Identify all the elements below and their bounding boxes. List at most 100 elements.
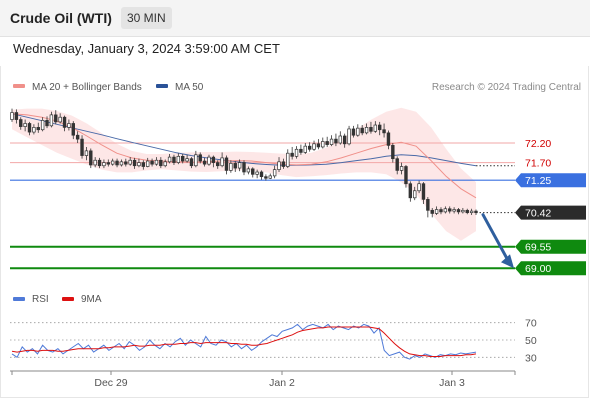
rsi-legend-label: RSI (32, 294, 49, 305)
last-level-label: 70.42 (525, 208, 551, 220)
candle-body (391, 145, 395, 160)
candle-body (264, 176, 268, 179)
candle-body (119, 161, 124, 166)
candle-body (150, 160, 154, 165)
candle-body (246, 168, 251, 173)
candle-body (404, 166, 408, 185)
candle-body (224, 157, 229, 171)
candle-body (255, 171, 259, 175)
candle-body (102, 162, 106, 167)
candle-body (456, 209, 461, 213)
candle-body (281, 161, 286, 167)
x-tick-label: Dec 29 (94, 377, 127, 389)
candle-body (329, 138, 334, 145)
candle-body (198, 154, 202, 162)
candle-body (469, 210, 474, 214)
candle-body (110, 160, 115, 165)
rsi-tick-label: 30 (525, 352, 537, 364)
candle-body (286, 152, 290, 167)
candle-body (62, 116, 67, 128)
rsi-legend-swatch (13, 297, 25, 301)
ma9-legend-swatch (62, 297, 74, 301)
x-tick-label: Jan 3 (439, 377, 465, 389)
candle-body (347, 128, 351, 145)
candle-body (202, 160, 207, 165)
price-level-labels: 72.20 71.70 71.25 70.42 69.55 69.00 (515, 138, 586, 276)
bollinger-band-area (12, 107, 476, 241)
datetime-label: Wednesday, January 3, 2024 3:59:00 AM CE… (13, 41, 280, 56)
candle-body (189, 158, 194, 167)
candle-body (93, 159, 97, 166)
instrument-title: Crude Oil (WTI) (10, 10, 112, 26)
candle-body (321, 141, 325, 148)
candle-body (141, 162, 146, 167)
rsi-9ma-line (11, 326, 477, 357)
candle-body (36, 127, 40, 131)
forecast-arrow-head (501, 254, 514, 269)
candle-body (334, 138, 338, 144)
candle-body (124, 161, 128, 165)
candle-body (242, 162, 246, 173)
candle-body (54, 114, 58, 123)
candle-body (461, 209, 465, 213)
last-level-label-tag (515, 205, 586, 220)
pivot-level-label: 71.25 (525, 175, 551, 187)
rsi-tick-label: 70 (525, 318, 537, 330)
candle-body (216, 162, 220, 167)
candle-body (268, 175, 272, 179)
candle-body (181, 155, 185, 162)
candle-body (373, 124, 378, 132)
candle-body (351, 128, 356, 136)
header-bar: Crude Oil (WTI) 30 MIN (0, 0, 590, 37)
bollinger-band (12, 107, 476, 241)
rsi-legend: RSI 9MA (13, 294, 102, 305)
candle-body (172, 156, 176, 163)
candle-body (132, 159, 137, 167)
candle-body (299, 148, 303, 153)
x-axis: Dec 29 Jan 2 Jan 3 (10, 370, 516, 389)
ma9-legend-label: 9MA (81, 294, 102, 305)
candle-body (14, 112, 19, 120)
ma20-legend-label: MA 20 + Bollinger Bands (32, 82, 142, 93)
candle-body (80, 138, 84, 156)
ma50-legend-swatch (156, 84, 168, 88)
candle-body (290, 152, 294, 157)
research-credit: Research © 2024 Trading Central (432, 82, 581, 93)
timeframe-badge[interactable]: 30 MIN (121, 7, 172, 29)
candle-body (58, 116, 62, 123)
candle-body (364, 127, 369, 134)
candle-body (207, 156, 211, 165)
candle-body (421, 183, 426, 200)
candle-body (439, 209, 443, 213)
candle-body (399, 166, 404, 171)
candle-body (272, 169, 277, 177)
candle-body (19, 119, 23, 127)
candle-body (434, 209, 439, 214)
candle-body (395, 158, 399, 171)
candle-body (307, 145, 312, 150)
candle-body (75, 134, 80, 140)
candle-body (474, 210, 478, 214)
ma20-legend-swatch (13, 84, 25, 88)
candle-body (115, 160, 119, 166)
rsi-line (11, 323, 477, 360)
candle-body (167, 156, 172, 163)
candle-body (27, 123, 32, 133)
candle-body (211, 156, 216, 163)
candle-body (49, 114, 54, 127)
candle-body (32, 127, 36, 133)
rsi-tick-label: 50 (525, 335, 537, 347)
candle-body (426, 199, 430, 211)
candle-body (377, 124, 382, 131)
candle-body (443, 208, 448, 213)
candle-body (325, 141, 329, 145)
resistance-level-label: 71.70 (525, 158, 551, 170)
candle-body (342, 135, 347, 145)
candle-body (312, 143, 316, 150)
price-legend: MA 20 + Bollinger Bands MA 50 Research ©… (13, 82, 581, 93)
support-level-label: 69.55 (525, 242, 551, 254)
candle-body (259, 171, 264, 178)
candle-body (185, 158, 189, 162)
candle-body (294, 148, 299, 157)
candles (10, 108, 478, 218)
